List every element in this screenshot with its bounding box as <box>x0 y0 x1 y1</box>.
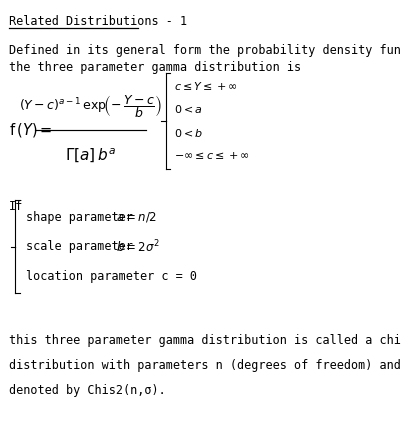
Text: $0 < a$: $0 < a$ <box>174 104 203 115</box>
Text: $0 < b$: $0 < b$ <box>174 127 204 138</box>
Text: the three parameter gamma distribution is: the three parameter gamma distribution i… <box>9 61 301 75</box>
Text: Defined in its general form the probability density function of: Defined in its general form the probabil… <box>9 44 401 57</box>
Text: denoted by Chis2(n,σ).: denoted by Chis2(n,σ). <box>9 384 166 397</box>
Text: If: If <box>9 200 23 213</box>
Text: shape parameter: shape parameter <box>26 211 134 224</box>
Text: $-\infty \leq c \leq +\infty$: $-\infty \leq c \leq +\infty$ <box>174 150 250 161</box>
Text: distribution with parameters n (degrees of freedom) and σ,: distribution with parameters n (degrees … <box>9 359 401 372</box>
Text: scale parameter: scale parameter <box>26 240 134 253</box>
Text: $(Y-c)^{a-1}\,\mathrm{exp}\!\left(-\,\dfrac{Y-c}{b}\right)$: $(Y-c)^{a-1}\,\mathrm{exp}\!\left(-\,\df… <box>19 93 162 120</box>
Text: Related Distributions - 1: Related Distributions - 1 <box>9 15 187 28</box>
Text: this three parameter gamma distribution is called a chi-square: this three parameter gamma distribution … <box>9 334 401 347</box>
Text: $c \leq Y \leq +\infty$: $c \leq Y \leq +\infty$ <box>174 80 238 92</box>
Text: $b = 2\sigma^{2}$: $b = 2\sigma^{2}$ <box>115 239 159 255</box>
Text: $\mathrm{f}\,(Y) =$: $\mathrm{f}\,(Y) =$ <box>9 121 52 139</box>
Text: $\Gamma[a]\,b^{a}$: $\Gamma[a]\,b^{a}$ <box>65 147 116 165</box>
Text: location parameter c = 0: location parameter c = 0 <box>26 270 197 283</box>
Text: $a = n/2$: $a = n/2$ <box>115 210 156 224</box>
